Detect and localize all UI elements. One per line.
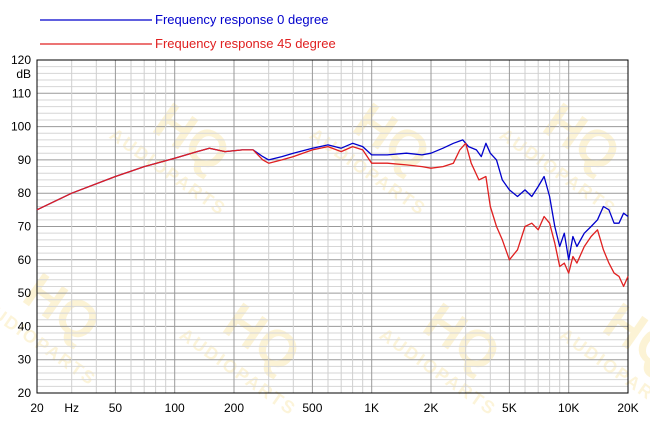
x-tick-label: 2K [424, 401, 439, 415]
series-layer [36, 139, 629, 288]
y-tick-label: 70 [18, 220, 32, 234]
legend: Frequency response 0 degree Frequency re… [40, 12, 336, 51]
x-tick-label: Hz [64, 401, 79, 415]
x-tick-labels: 20 Hz 50 100 200 500 1K 2K 5K 10K 20K [30, 401, 638, 415]
x-tick-label: 500 [302, 401, 322, 415]
y-tick-label: 60 [18, 253, 32, 267]
y-tick-label: 40 [18, 319, 32, 333]
x-tick-label: 50 [109, 401, 123, 415]
series-line-1 [36, 142, 629, 288]
y-tick-label: 100 [11, 120, 31, 134]
x-tick-label: 200 [224, 401, 244, 415]
y-tick-label: 50 [18, 286, 32, 300]
y-tick-label: 120 [11, 53, 31, 67]
y-axis-unit-label: dB [16, 67, 31, 81]
y-tick-labels: 20 30 40 50 60 70 80 90 100 110 120 [11, 53, 31, 400]
x-tick-label: 1K [364, 401, 379, 415]
plot-frame [36, 59, 629, 394]
legend-label-45-degree: Frequency response 45 degree [155, 36, 336, 51]
x-tick-label: 20K [617, 401, 638, 415]
x-tick-label: 20 [30, 401, 44, 415]
y-tick-label: 80 [18, 186, 32, 200]
y-tick-label: 30 [18, 353, 32, 367]
legend-label-0-degree: Frequency response 0 degree [155, 12, 328, 27]
grid-layer [37, 60, 628, 393]
y-tick-label: 90 [18, 153, 32, 167]
y-tick-label: 20 [18, 386, 32, 400]
x-tick-label: 10K [558, 401, 579, 415]
x-tick-label: 5K [502, 401, 517, 415]
x-tick-label: 100 [165, 401, 185, 415]
y-tick-label: 110 [12, 86, 31, 100]
